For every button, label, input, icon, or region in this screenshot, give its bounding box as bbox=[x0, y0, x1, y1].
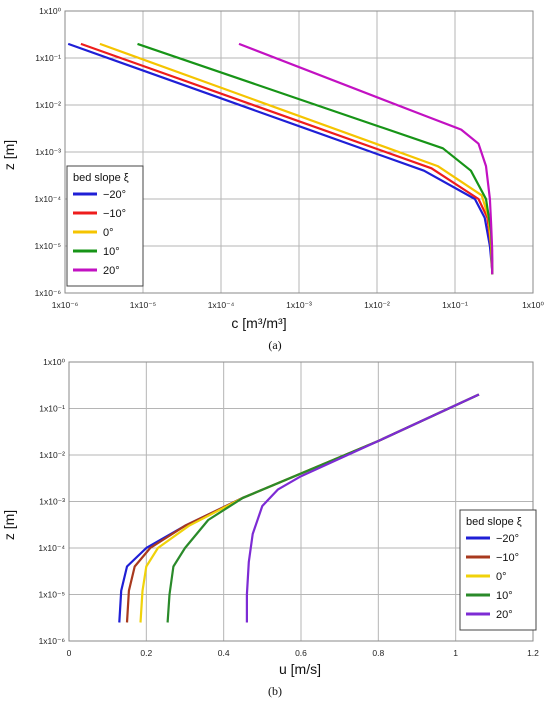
panel-a-ytick-label: 1x10⁻¹ bbox=[35, 53, 61, 63]
panel-a-xlabel: c [m³/m³] bbox=[231, 315, 286, 331]
panel-b-series-line-1 bbox=[125, 393, 480, 623]
panel-b-caption: (b) bbox=[268, 684, 282, 698]
panel-a-xtick-label: 1x10⁻² bbox=[364, 300, 390, 310]
panel-b-ytick-label: 1x10⁻² bbox=[39, 450, 65, 460]
panel-b-legend-label-4: 20° bbox=[496, 609, 513, 621]
panel-b-ytick-label: 1x10⁻¹ bbox=[39, 404, 65, 414]
panel-b-series-line-0 bbox=[118, 393, 480, 623]
panel-b-ylabel: z [m] bbox=[1, 510, 17, 540]
panel-a-ylabel: z [m] bbox=[1, 140, 17, 170]
panel-a-legend-label-3: 10° bbox=[103, 246, 120, 258]
panel-a-ytick-label: 1x10⁻⁶ bbox=[35, 288, 61, 298]
panel-a-legend-title: bed slope ξ bbox=[73, 172, 129, 184]
panel-b-xtick-label: 0 bbox=[67, 648, 72, 658]
panel-a-ytick-label: 1x10⁰ bbox=[39, 6, 61, 16]
panel-b-xlabel: u [m/s] bbox=[279, 661, 321, 677]
panel-a-xtick-label: 1x10⁻³ bbox=[286, 300, 312, 310]
panel-b-legend-label-3: 10° bbox=[496, 590, 513, 602]
panel-b-ytick-label: 1x10⁻³ bbox=[39, 497, 65, 507]
panel-b: 0 0.2 0.4 0.6 0.8 1 1.2 1x10⁰ 1x10⁻¹ 1x10⁻² 1x10⁻³… bbox=[38, 357, 539, 658]
panel-a-series-line-4 bbox=[238, 42, 494, 275]
panel-b-series-line-4 bbox=[245, 393, 480, 623]
panel-b-legend: bed slope ξ −20° −10° 0° 10° 20° bbox=[459, 509, 537, 631]
panel-a-legend-box bbox=[66, 165, 144, 287]
panel-b-legend-label-2: 0° bbox=[496, 571, 507, 583]
panel-b-xtick-label: 0.8 bbox=[372, 648, 384, 658]
panel-a-xtick-label: 1x10⁻⁴ bbox=[208, 300, 235, 310]
panel-b-xtick-label: 1.2 bbox=[527, 648, 539, 658]
panel-b-legend-label-0: −20° bbox=[496, 533, 519, 545]
panel-a-xtick-label: 1x10⁻⁶ bbox=[52, 300, 78, 310]
panel-a-legend-label-4: 20° bbox=[103, 265, 120, 277]
panel-b-legend-box bbox=[459, 509, 537, 631]
panel-b-legend-label-1: −10° bbox=[496, 552, 519, 564]
panel-a-xtick-label: 1x10⁻¹ bbox=[442, 300, 468, 310]
panel-a-ytick-label: 1x10⁻³ bbox=[35, 147, 61, 157]
panel-b-ytick-label: 1x10⁰ bbox=[43, 357, 65, 367]
panel-a-series-line-3 bbox=[137, 42, 494, 275]
panel-b-xtick-label: 1 bbox=[453, 648, 458, 658]
panel-b-series-line-3 bbox=[166, 393, 480, 623]
panel-b-xtick-label: 0.2 bbox=[140, 648, 152, 658]
panel-a-plot-frame bbox=[64, 10, 534, 294]
panel-a: 1x10⁻⁶ 1x10⁻⁵ 1x10⁻⁴ 1x10⁻³ 1x10⁻² 1x10⁻¹ 1x10… bbox=[34, 6, 544, 310]
panel-b-ytick-label: 1x10⁻⁶ bbox=[39, 636, 65, 646]
panel-a-ytick-label: 1x10⁻² bbox=[35, 100, 61, 110]
panel-a-xtick-label: 1x10⁰ bbox=[522, 300, 544, 310]
panel-b-plot-frame bbox=[68, 361, 534, 642]
panel-b-xtick-label: 0.4 bbox=[218, 648, 230, 658]
panel-b-series-line-2 bbox=[139, 393, 480, 623]
panel-a-legend-label-1: −10° bbox=[103, 208, 126, 220]
panel-b-ytick-label: 1x10⁻⁵ bbox=[39, 590, 65, 600]
panel-a-xtick-label: 1x10⁻⁵ bbox=[130, 300, 156, 310]
panel-a-legend: bed slope ξ −20° −10° 0° 10° 20° bbox=[66, 165, 144, 287]
panel-a-caption: (a) bbox=[268, 338, 281, 352]
panel-a-ytick-label: 1x10⁻⁵ bbox=[35, 241, 61, 251]
panel-a-series-line-2 bbox=[99, 42, 494, 275]
panel-b-legend-title: bed slope ξ bbox=[466, 516, 522, 528]
panel-b-ytick-label: 1x10⁻⁴ bbox=[38, 543, 65, 553]
panel-b-xtick-label: 0.6 bbox=[295, 648, 307, 658]
panel-a-ytick-label: 1x10⁻⁴ bbox=[34, 194, 61, 204]
panel-a-legend-label-0: −20° bbox=[103, 189, 126, 201]
panel-a-legend-label-2: 0° bbox=[103, 227, 114, 239]
